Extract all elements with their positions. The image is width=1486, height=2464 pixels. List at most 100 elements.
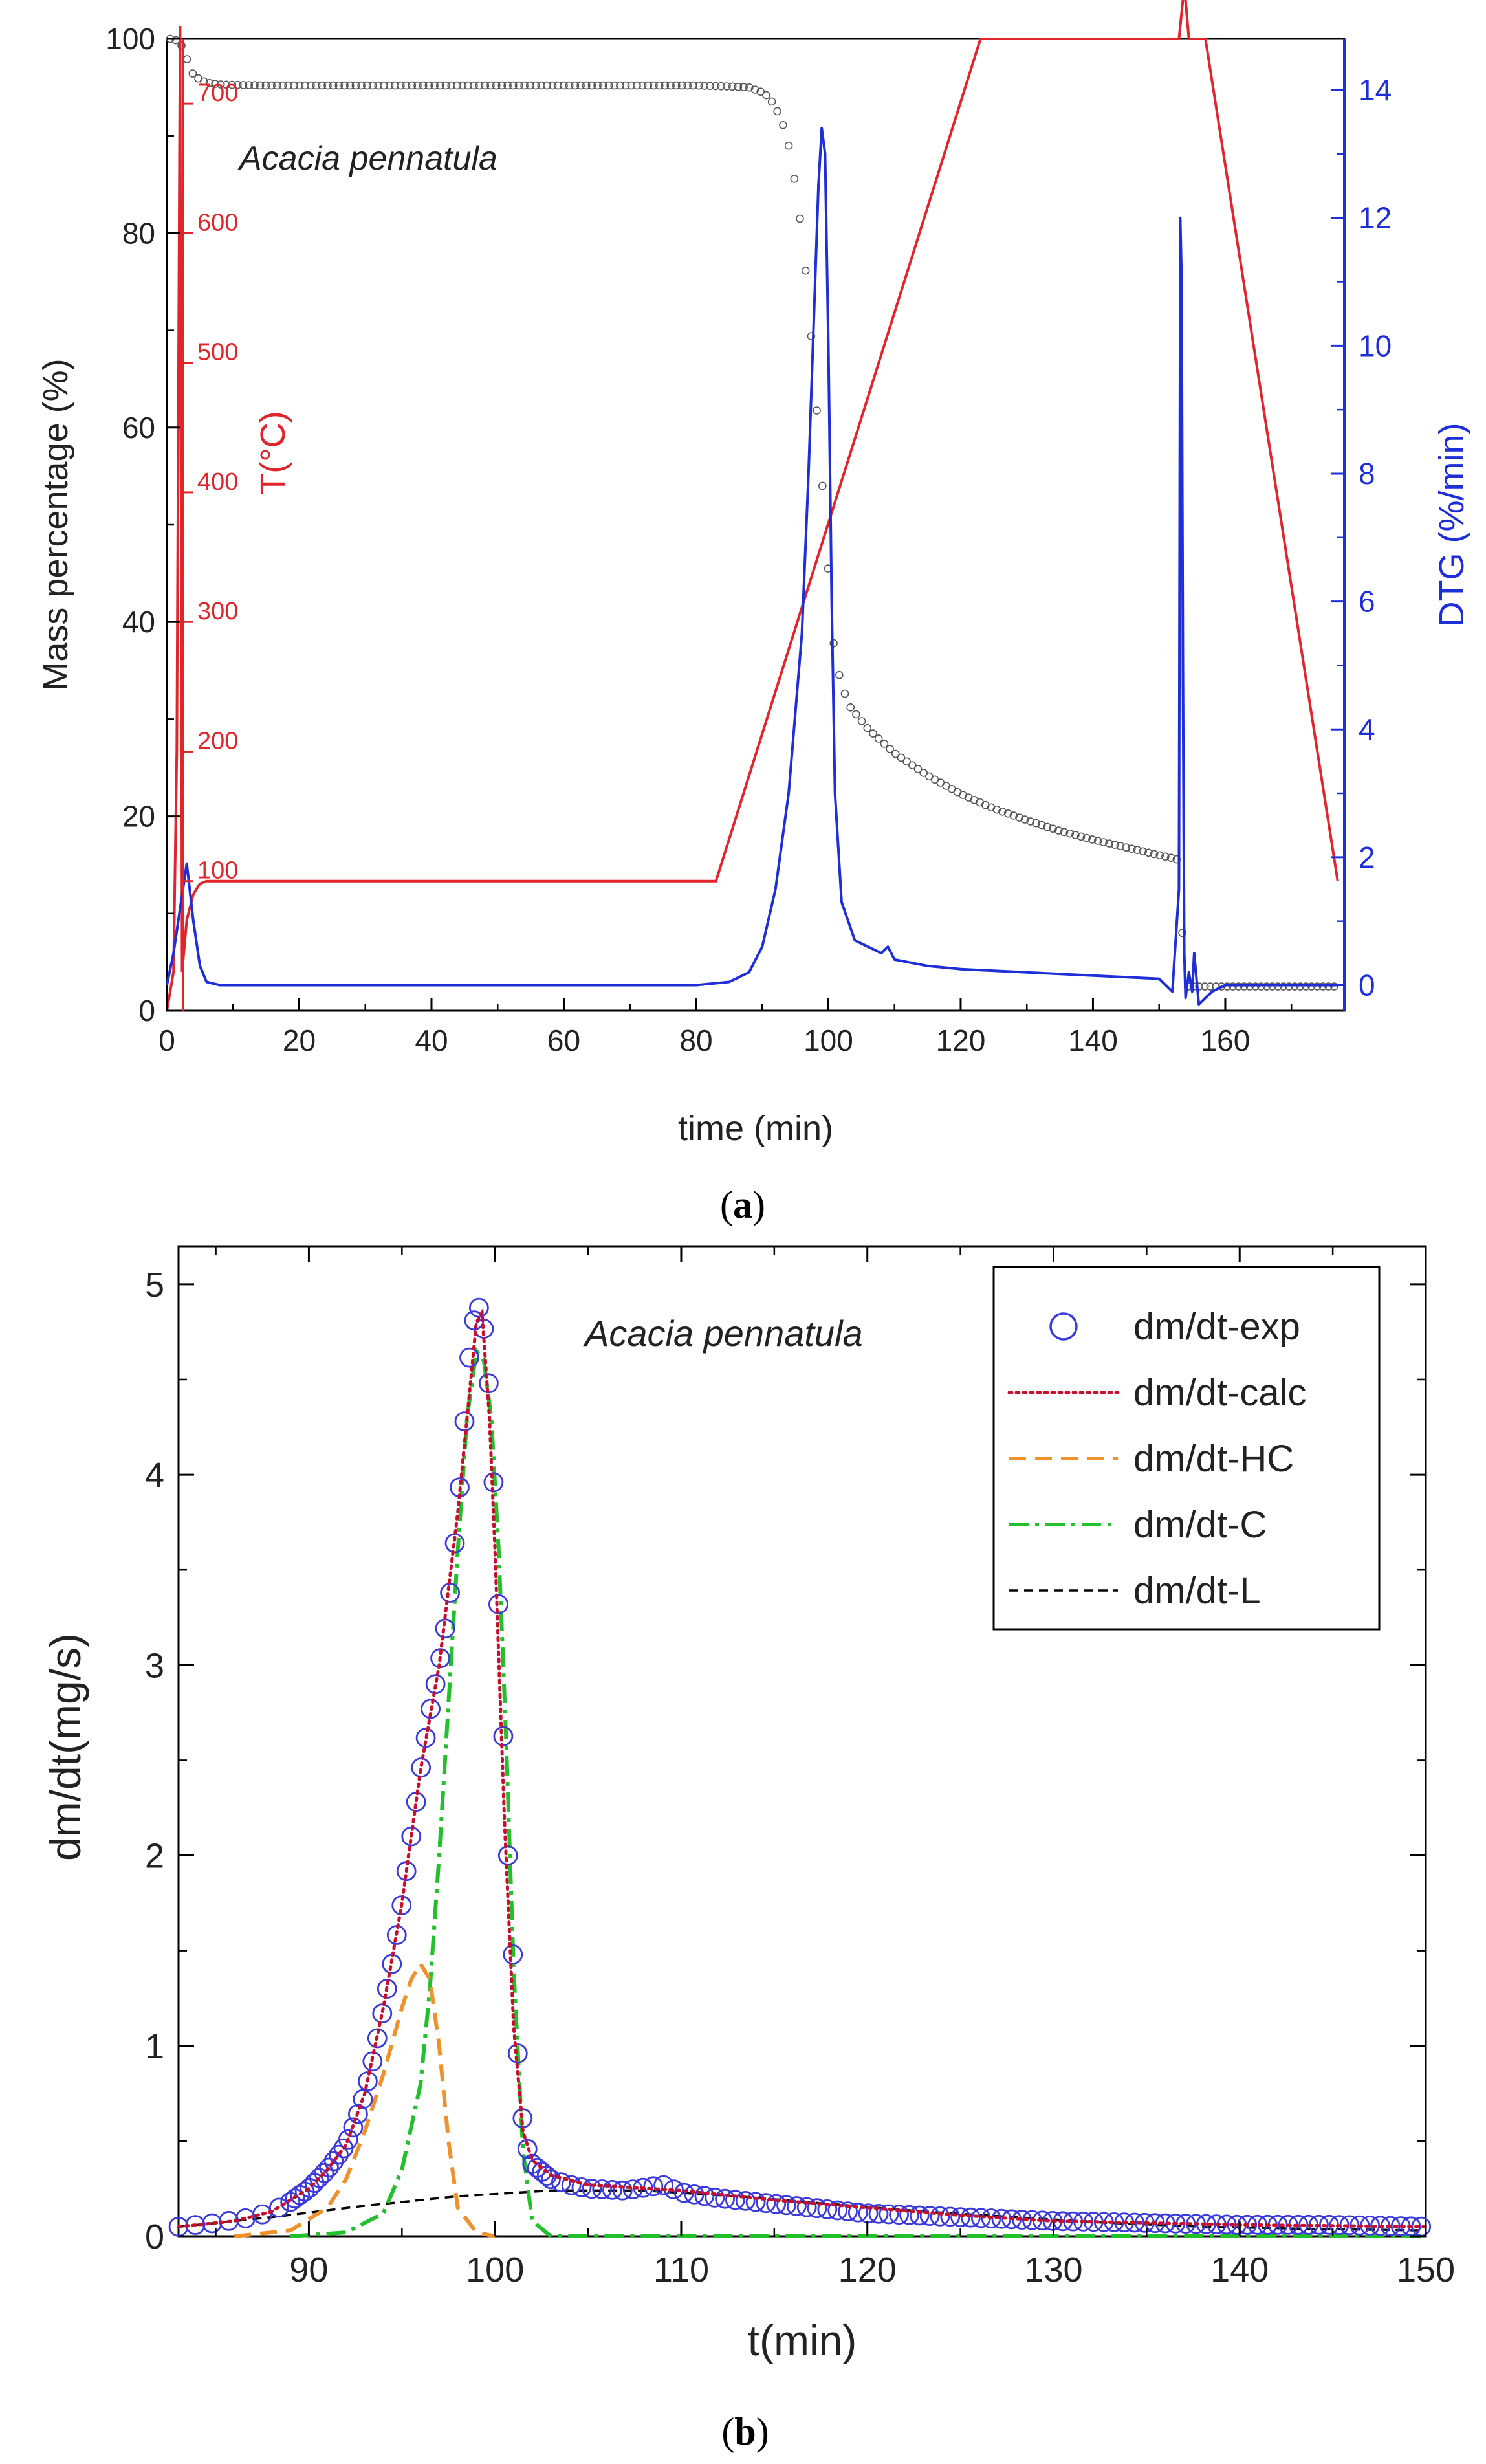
exp-point xyxy=(961,2207,981,2228)
exp-point xyxy=(899,2205,919,2225)
panel-a-y-label-left: Mass percentage (%) xyxy=(36,358,75,690)
mass-point xyxy=(683,81,692,90)
mass-point xyxy=(1082,833,1091,842)
y-tick-label: 5 xyxy=(145,1266,164,1304)
temperature-tick-label: 100 xyxy=(197,857,238,885)
y-right-tick-label: 0 xyxy=(1359,968,1375,1002)
legend-symbol-exp xyxy=(1049,1312,1078,1341)
mass-point xyxy=(408,81,417,90)
exp-point xyxy=(268,2197,289,2218)
mass-point xyxy=(1093,837,1102,845)
mass-point xyxy=(261,81,270,90)
mass-point xyxy=(447,81,456,90)
exp-point xyxy=(940,2206,961,2227)
exp-point xyxy=(517,2139,538,2159)
mass-point xyxy=(846,703,855,712)
mass-point xyxy=(874,734,883,743)
mass-point xyxy=(790,174,799,183)
exp-point xyxy=(551,2172,571,2193)
mass-point xyxy=(1060,828,1069,837)
panel-a-series-dtg xyxy=(166,127,1338,1006)
mass-point xyxy=(728,82,737,91)
exp-point xyxy=(766,2194,787,2214)
y-left-tick-label: 40 xyxy=(122,605,155,639)
y-tick-label: 0 xyxy=(145,2217,164,2256)
mass-point xyxy=(902,757,911,766)
x-tick-label: 120 xyxy=(936,1024,986,1057)
mass-point xyxy=(593,81,602,90)
x-tick-label: 110 xyxy=(653,2250,709,2289)
x-tick-label: 80 xyxy=(679,1024,712,1057)
exp-point xyxy=(421,1699,441,1719)
mass-point xyxy=(514,81,523,90)
mass-point xyxy=(773,107,781,116)
mass-point xyxy=(992,805,1001,814)
exp-point xyxy=(497,1845,518,1865)
mass-point xyxy=(250,81,259,89)
x-tick-label: 160 xyxy=(1201,1024,1251,1057)
mass-point xyxy=(1195,982,1203,991)
legend-calc-label: dm/dt-calc xyxy=(1133,1372,1307,1414)
mass-point xyxy=(1206,982,1215,991)
mass-point xyxy=(813,406,821,415)
mass-point xyxy=(323,81,332,90)
mass-point xyxy=(385,81,394,90)
mass-point xyxy=(739,83,748,91)
y-tick-label: 1 xyxy=(145,2027,164,2066)
y-right-tick-label: 6 xyxy=(1359,585,1375,619)
panel-b-annotation: Acacia pennatula xyxy=(583,1313,863,1354)
mass-point xyxy=(1178,929,1186,938)
mass-point xyxy=(835,670,844,679)
mass-point xyxy=(1088,835,1097,844)
mass-point xyxy=(869,729,877,738)
panel-b-x-axis: 90 100 110 120 130 140 150 xyxy=(215,1246,1455,2289)
y-right-tick-label: 2 xyxy=(1359,841,1375,874)
mass-point xyxy=(1009,811,1018,820)
mass-point xyxy=(424,81,433,90)
exp-point xyxy=(919,2206,940,2227)
panel-b-caption: (b) xyxy=(721,2410,769,2453)
panel-b-y-axis: 0 1 2 3 4 5 xyxy=(145,1266,1426,2256)
mass-point xyxy=(807,332,816,340)
mass-point xyxy=(464,81,473,90)
exp-point xyxy=(817,2199,838,2219)
y-left-tick-label: 80 xyxy=(122,216,155,250)
mass-point xyxy=(818,481,827,490)
mass-point xyxy=(543,81,551,90)
mass-point xyxy=(913,765,923,773)
mass-point xyxy=(672,81,681,90)
exp-point xyxy=(415,1728,436,1748)
temperature-tick-label: 700 xyxy=(197,80,238,107)
mass-point xyxy=(441,81,450,90)
panel-b-chart: 90 100 110 120 130 140 150 0 1 2 3 4 5 Acacia penna… xyxy=(41,1245,1455,2453)
exp-point xyxy=(684,2184,705,2205)
mass-point xyxy=(211,80,219,88)
mass-point xyxy=(666,81,675,90)
mass-point xyxy=(1003,809,1012,818)
exp-point xyxy=(838,2201,858,2222)
mass-point xyxy=(762,91,770,100)
panel-a-y-axis-left: 0 20 40 60 80 100 xyxy=(105,22,180,1028)
mass-point xyxy=(537,81,546,90)
mass-point xyxy=(621,81,630,90)
mass-point xyxy=(1099,838,1108,846)
legend-l-label: dm/dt-L xyxy=(1133,1570,1261,1612)
exp-point xyxy=(756,2193,776,2214)
mass-point xyxy=(199,77,208,86)
exp-point xyxy=(582,2179,602,2199)
mass-point xyxy=(497,81,507,90)
mass-point xyxy=(689,81,697,90)
mass-point xyxy=(706,82,714,90)
mass-point xyxy=(655,81,664,90)
mass-point xyxy=(616,81,624,90)
mass-point xyxy=(362,81,371,90)
mass-point xyxy=(318,81,327,90)
x-tick-label: 140 xyxy=(1068,1024,1118,1057)
exp-point xyxy=(612,2180,633,2201)
exp-point xyxy=(503,1944,523,1964)
x-tick-label: 0 xyxy=(158,1024,175,1057)
exp-point xyxy=(561,2175,582,2195)
exp-point xyxy=(889,2205,909,2225)
mass-point xyxy=(380,81,388,90)
mass-point xyxy=(582,81,591,90)
